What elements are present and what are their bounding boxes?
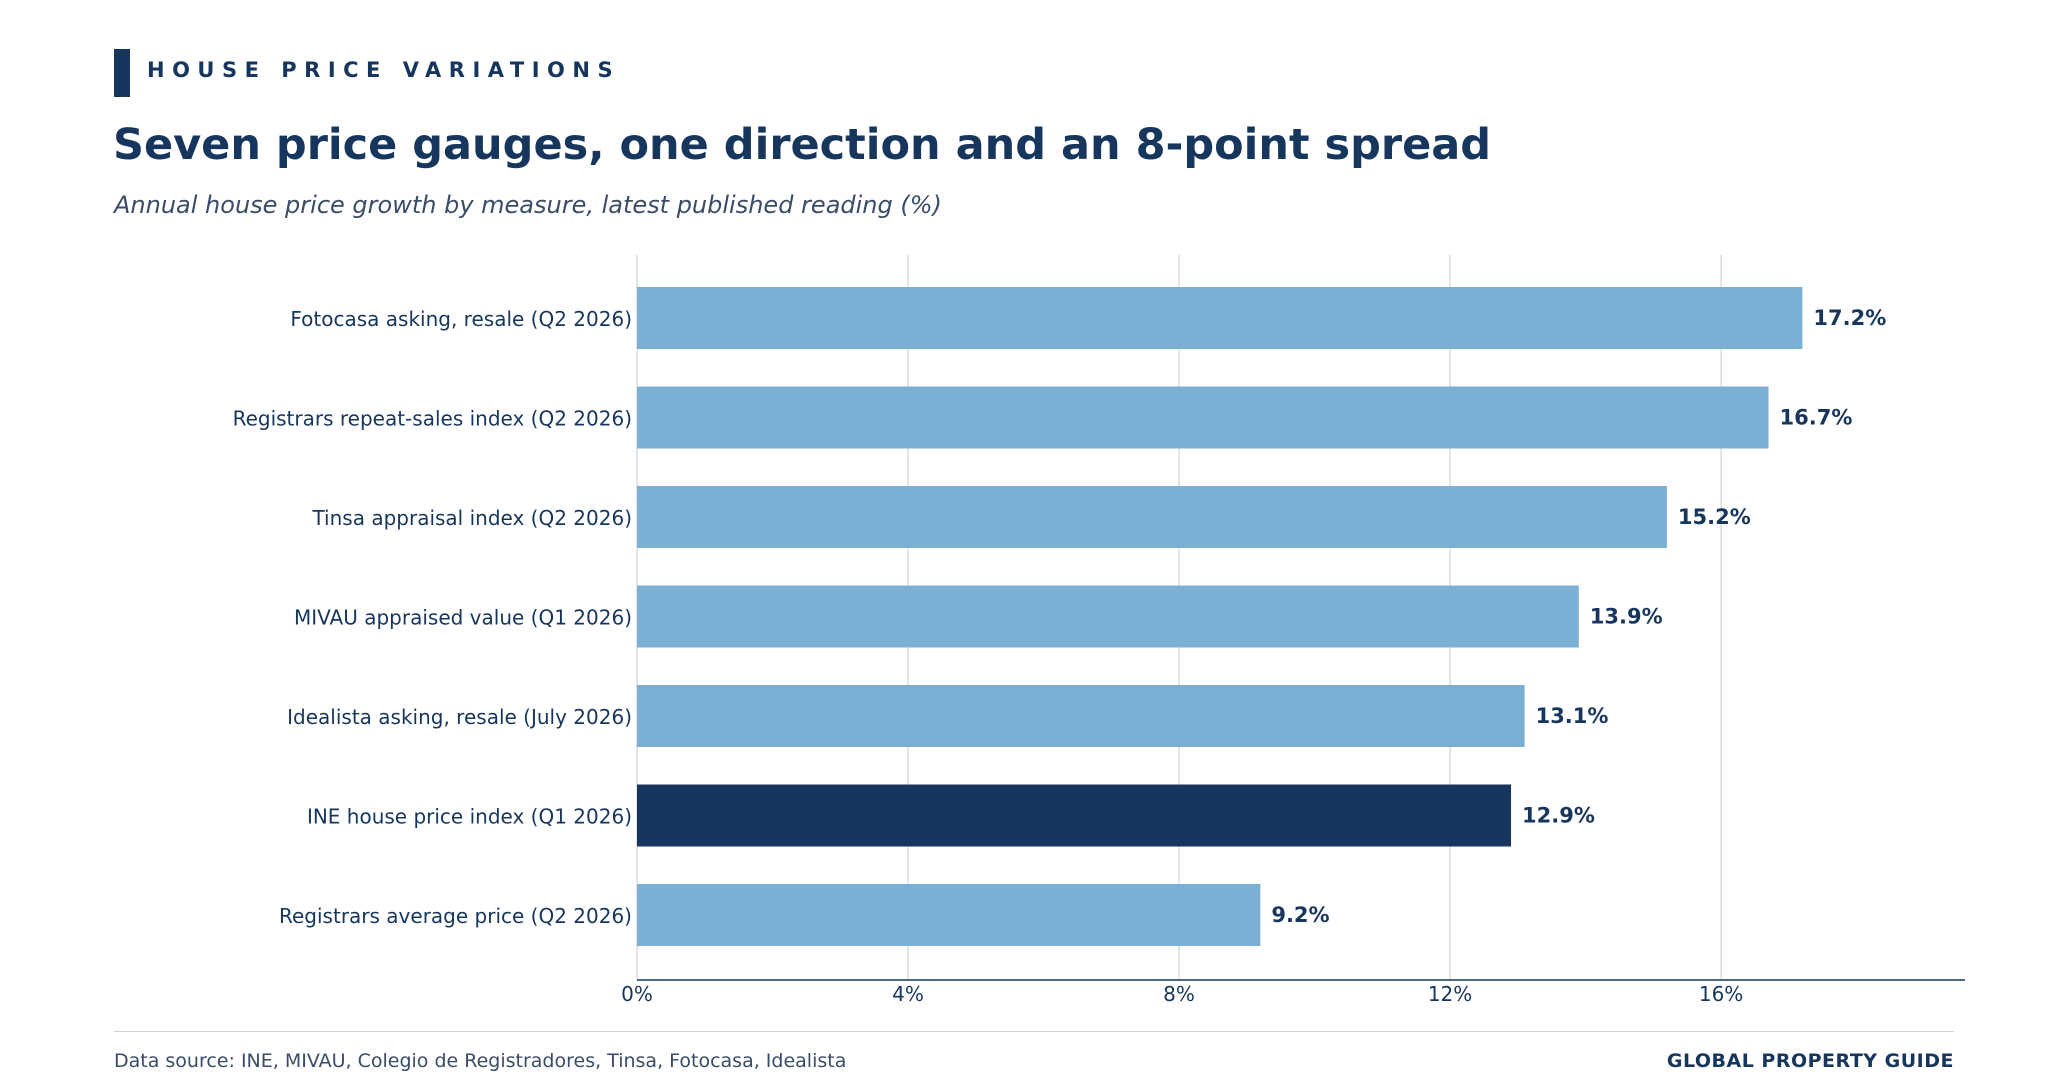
eyebrow-accent-bar (114, 49, 130, 97)
category-label: Registrars average price (Q2 2026) (279, 904, 632, 928)
value-label: 13.1% (1536, 704, 1609, 728)
category-label: Fotocasa asking, resale (Q2 2026) (290, 307, 632, 331)
footer-divider (114, 1031, 1954, 1032)
brand-name: GLOBAL PROPERTY GUIDE (1666, 1050, 1954, 1072)
value-label: 17.2% (1813, 306, 1886, 330)
eyebrow-label: HOUSE PRICE VARIATIONS (147, 58, 621, 82)
x-tick-label: 12% (1428, 982, 1472, 1006)
x-tick-label: 4% (892, 982, 924, 1006)
bar-highlighted (637, 784, 1512, 847)
value-label: 13.9% (1590, 605, 1663, 629)
chart-title: Seven price gauges, one direction and an… (113, 120, 1492, 170)
data-source-note: Data source: INE, MIVAU, Colegio de Regi… (114, 1050, 847, 1072)
category-label: MIVAU appraised value (Q1 2026) (294, 606, 632, 630)
bar (637, 486, 1667, 548)
bar (637, 884, 1261, 946)
bar (637, 585, 1579, 648)
x-tick-label: 16% (1699, 982, 1743, 1006)
bar-chart: 0% 4% 8% 12% 16% Fotocasa asking, resale (Q2 … (233, 255, 1965, 1006)
bar (637, 386, 1769, 449)
value-label: 9.2% (1271, 903, 1329, 927)
category-label: Idealista asking, resale (July 2026) (287, 705, 632, 729)
value-label: 12.9% (1522, 804, 1595, 828)
value-label: 15.2% (1678, 505, 1751, 529)
category-label: INE house price index (Q1 2026) (307, 805, 632, 829)
category-label: Tinsa appraisal index (Q2 2026) (311, 506, 632, 530)
bar (637, 287, 1803, 349)
value-label: 16.7% (1780, 406, 1853, 430)
x-tick-label: 8% (1163, 982, 1195, 1006)
x-tick-label: 0% (621, 982, 653, 1006)
bar (637, 685, 1525, 747)
category-label: Registrars repeat-sales index (Q2 2026) (233, 407, 632, 431)
chart-subtitle: Annual house price growth by measure, la… (114, 191, 942, 219)
